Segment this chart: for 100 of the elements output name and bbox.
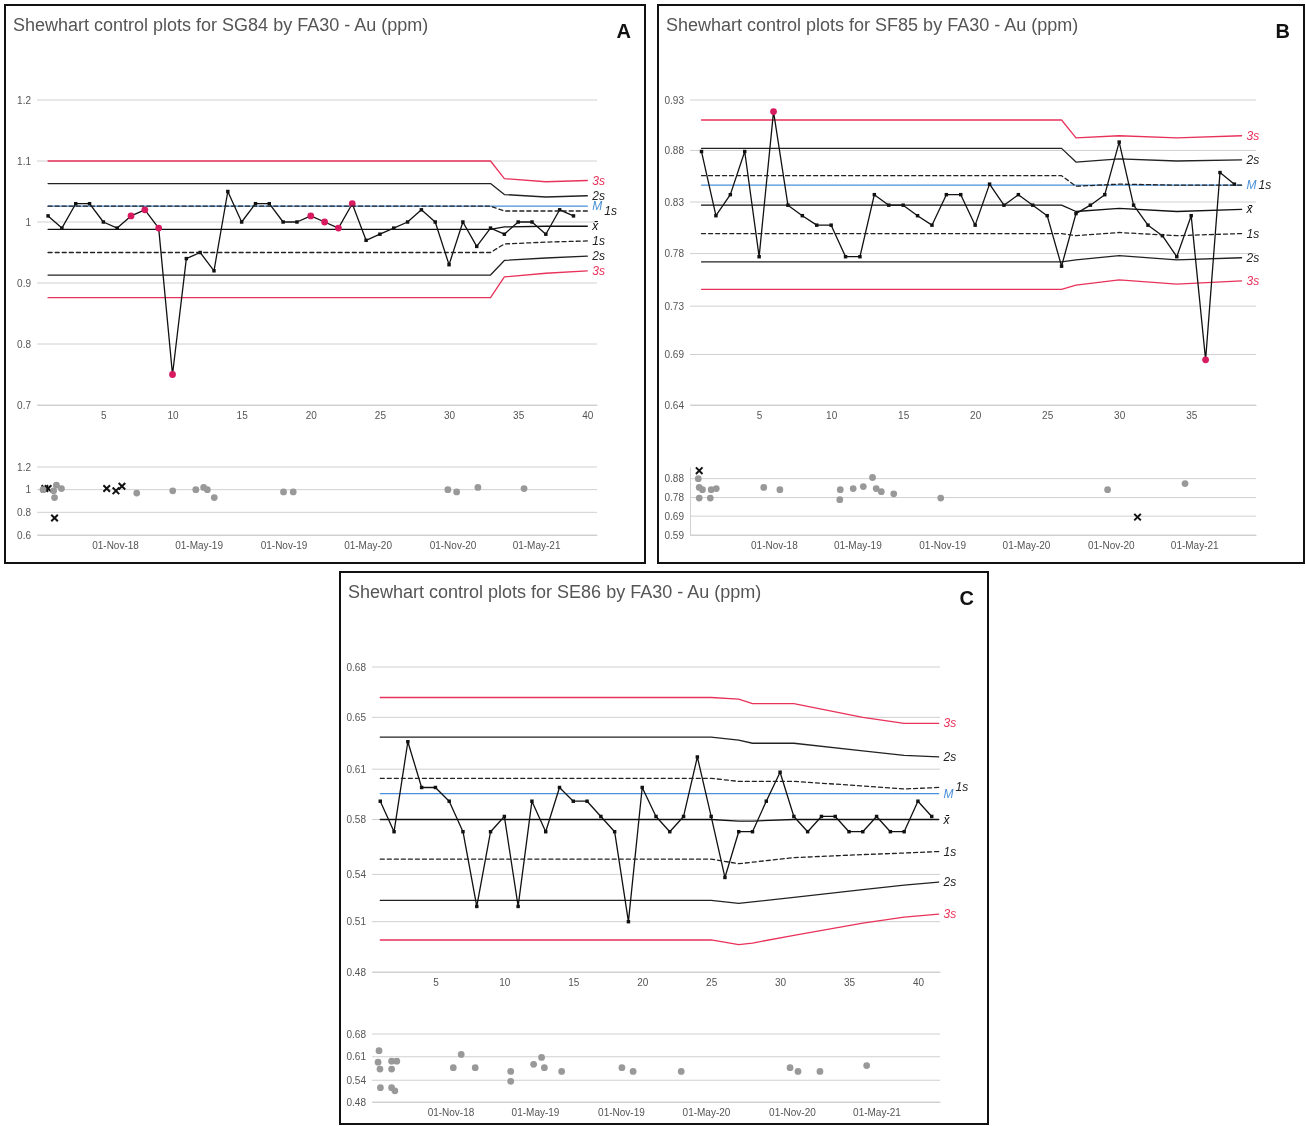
series-label: 3s (1246, 128, 1260, 143)
y-tick-label: 0.48 (346, 966, 367, 978)
x-tick-label: 5 (756, 410, 763, 422)
x-tick-label: 01-Nov-19 (919, 540, 967, 552)
x-tick-label: 01-May-19 (511, 1107, 560, 1119)
x-tick-label: 01-Nov-20 (769, 1107, 817, 1119)
y-tick-label: 1 (25, 484, 32, 496)
x-tick-label: 25 (706, 977, 718, 989)
y-tick-label: 0.78 (664, 248, 685, 260)
y-tick-label: 0.64 (664, 399, 685, 411)
x-tick-label: 01-Nov-19 (260, 540, 308, 552)
y-tick-label: 0.6 (17, 529, 32, 541)
x-tick-label: 35 (1186, 410, 1198, 422)
series-label: 1s (943, 844, 957, 859)
y-tick-label: 0.68 (346, 1028, 367, 1040)
y-tick-label: 0.78 (664, 492, 685, 504)
x-tick-label: 20 (637, 977, 649, 989)
y-tick-label: 0.58 (346, 814, 367, 826)
x-tick-label: 15 (898, 410, 910, 422)
series-label: M (943, 786, 954, 801)
x-tick-label: 15 (236, 410, 249, 422)
series-label: M (592, 199, 603, 214)
x-tick-label: 5 (101, 410, 108, 422)
series-label: 1s (592, 233, 606, 248)
y-tick-label: 0.61 (346, 763, 367, 775)
chart-title: Shewhart control plots for SG84 by FA30 - Au (ppm) (13, 15, 429, 35)
text: C (959, 587, 974, 609)
y-tick-label: 0.59 (664, 529, 685, 541)
y-tick-label: 0.51 (346, 916, 367, 928)
y-tick-label: 1.2 (17, 461, 32, 473)
y-tick-label: 0.65 (346, 712, 367, 724)
y-tick-label: 0.73 (664, 300, 685, 312)
x-tick-label: 20 (970, 410, 982, 422)
series-label: x̄ (942, 812, 951, 827)
x-tick-label: 30 (1114, 410, 1126, 422)
x-tick-label: 01-Nov-18 (427, 1107, 475, 1119)
x-tick-label: 01-May-19 (175, 540, 224, 552)
y-tick-label: 1.2 (17, 94, 32, 106)
y-tick-label: 0.54 (346, 869, 367, 881)
series-label: 2s (942, 749, 957, 764)
x-tick-label: 40 (912, 977, 925, 989)
y-tick-label: 0.93 (664, 94, 685, 106)
x-tick-label: 10 (826, 410, 838, 422)
x-tick-label: 25 (1042, 410, 1054, 422)
x-tick-label: 01-May-19 (833, 540, 883, 552)
series-label: 3s (943, 907, 957, 922)
y-tick-label: 0.7 (17, 399, 32, 411)
series-label: x̄ (1245, 202, 1254, 217)
text: B (1275, 20, 1290, 42)
text: A (616, 20, 631, 42)
y-tick-label: 0.8 (17, 338, 32, 350)
x-tick-label: 15 (568, 977, 580, 989)
y-tick-label: 0.69 (664, 510, 685, 522)
series-label: 1s (1246, 226, 1260, 241)
x-tick-label: 10 (167, 410, 180, 422)
chart-title: Shewhart control plots for SE86 by FA30 - Au (ppm) (348, 582, 762, 602)
x-tick-label: 35 (513, 410, 525, 422)
y-tick-label: 0.8 (17, 507, 32, 519)
y-tick-label: 0.88 (664, 145, 685, 157)
series-label: 1s (955, 780, 969, 795)
x-tick-label: 01-May-20 (344, 540, 393, 552)
x-tick-label: 01-Nov-18 (92, 540, 140, 552)
x-tick-label: 10 (499, 977, 511, 989)
x-tick-label: 30 (443, 410, 456, 422)
series-label: 3s (592, 173, 606, 188)
y-tick-label: 1 (25, 216, 32, 228)
x-tick-label: 01-May-21 (512, 540, 561, 552)
x-tick-label: 01-Nov-18 (751, 540, 799, 552)
y-tick-label: 0.88 (664, 473, 685, 485)
y-tick-label: 0.9 (17, 277, 32, 289)
y-tick-label: 0.69 (664, 349, 685, 361)
series-label: 2s (1245, 250, 1260, 265)
series-label: 3s (1246, 273, 1260, 288)
series-label: 1s (1258, 178, 1272, 193)
y-tick-label: 0.61 (346, 1051, 367, 1063)
chart-title: Shewhart control plots for SF85 by FA30 - Au (ppm) (666, 15, 1079, 35)
x-tick-label: 35 (843, 977, 856, 989)
x-tick-label: 01-Nov-20 (1087, 540, 1136, 552)
y-tick-label: 0.48 (346, 1096, 367, 1108)
series-label: M (1246, 178, 1257, 193)
series-label: x̄ (591, 219, 600, 234)
series-label: 2s (942, 875, 957, 890)
series-label: 2s (591, 249, 606, 264)
y-tick-label: 0.68 (346, 661, 367, 673)
x-tick-label: 5 (433, 977, 440, 989)
x-tick-label: 01-Nov-20 (429, 540, 477, 552)
x-tick-label: 20 (305, 410, 318, 422)
x-tick-label: 01-May-21 (1170, 540, 1220, 552)
y-tick-label: 1.1 (17, 155, 32, 167)
x-tick-label: 01-Nov-19 (598, 1107, 646, 1119)
series-label: 3s (592, 263, 606, 278)
x-tick-label: 01-May-20 (1002, 540, 1051, 552)
y-tick-label: 0.54 (346, 1074, 367, 1086)
x-tick-label: 40 (582, 410, 594, 422)
x-tick-label: 30 (775, 977, 787, 989)
series-label: 3s (943, 716, 957, 731)
x-tick-label: 25 (374, 410, 387, 422)
y-tick-label: 0.83 (664, 196, 685, 208)
x-tick-label: 01-May-21 (853, 1107, 902, 1119)
series-label: 1s (604, 204, 618, 219)
